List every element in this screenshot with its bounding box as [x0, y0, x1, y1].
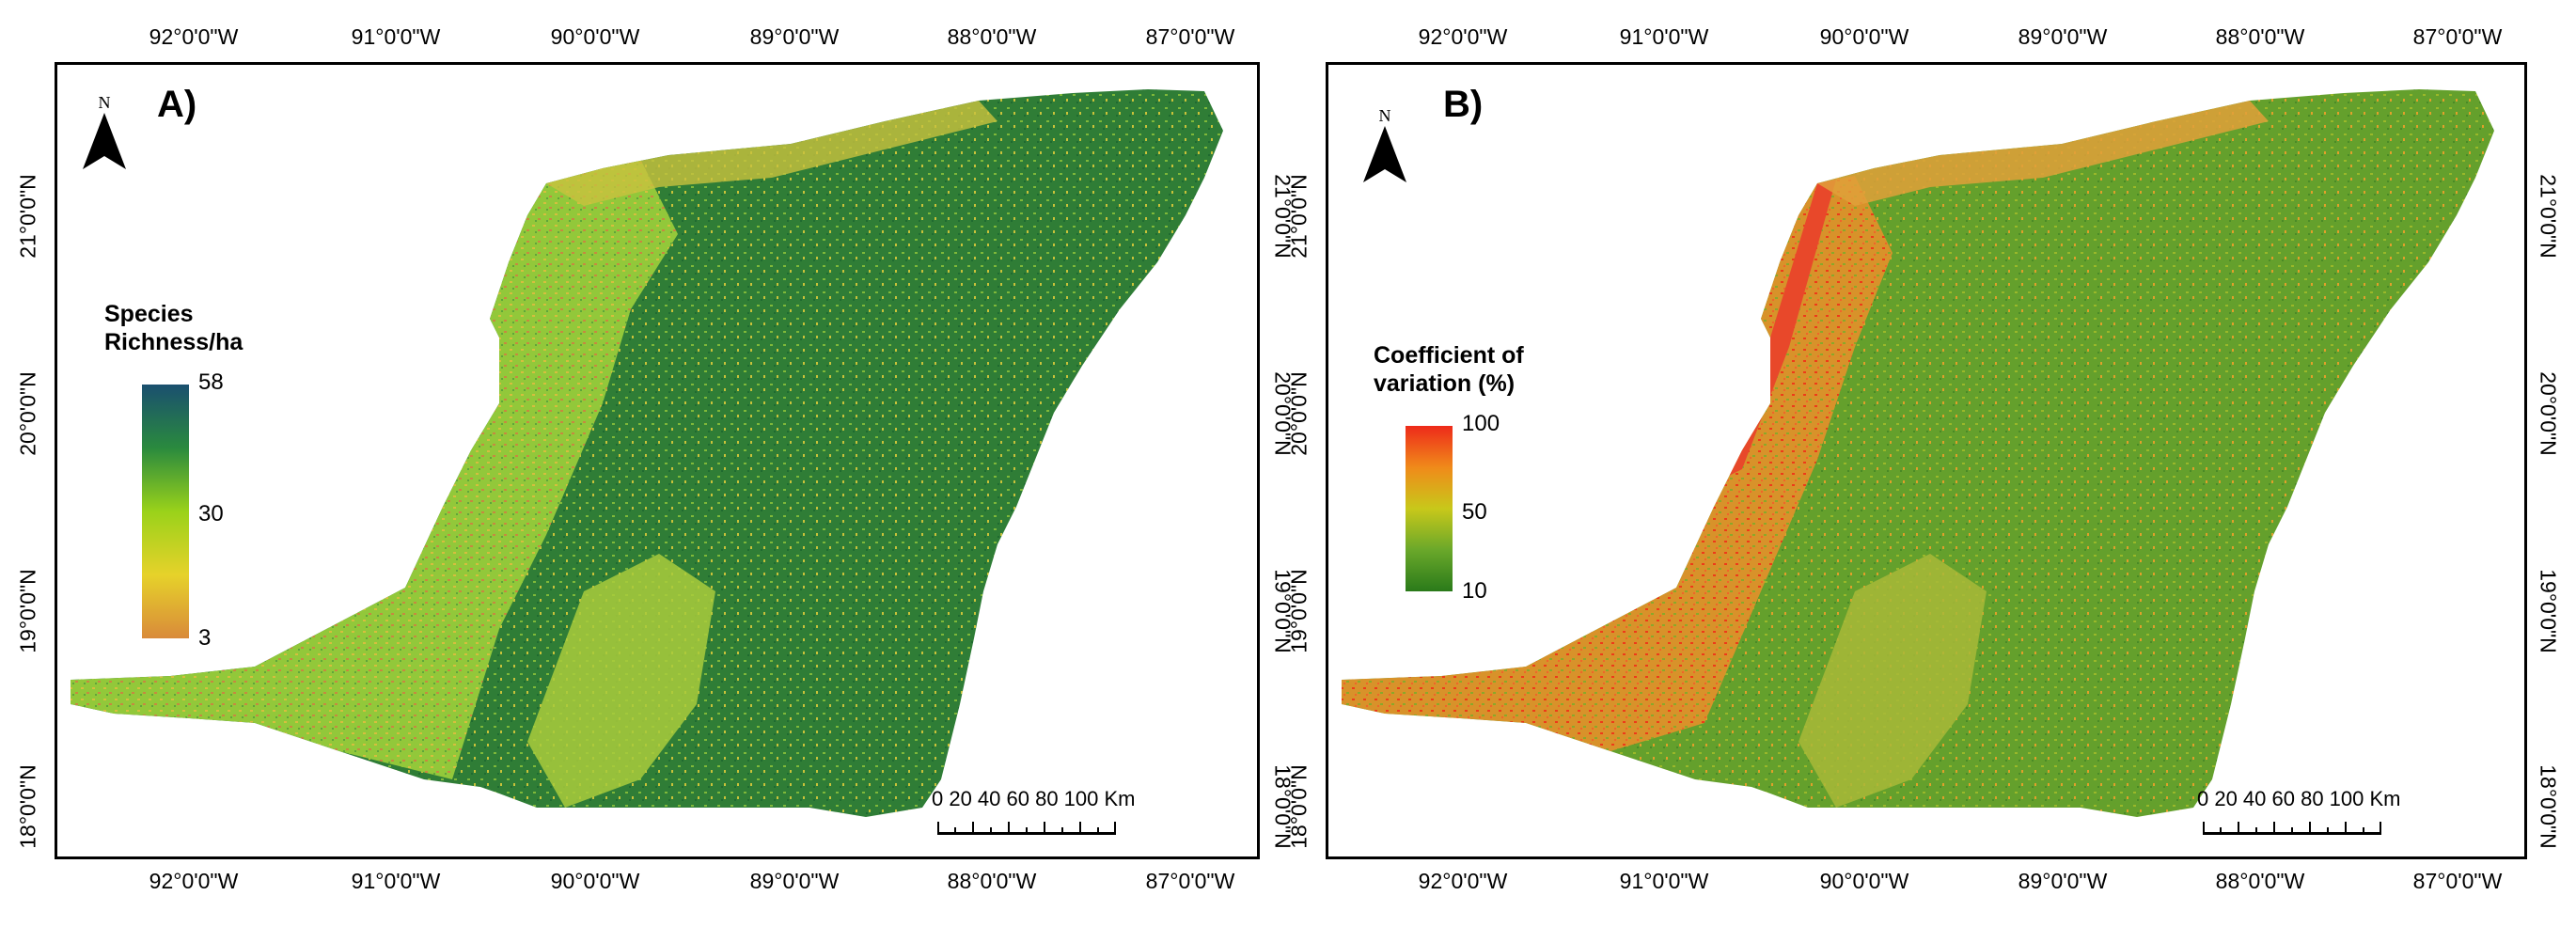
- left-lat-label-a-1: 20°0'0"N: [15, 371, 40, 456]
- legend-max-a: 58: [198, 369, 224, 395]
- north-arrow-icon: [1363, 126, 1406, 182]
- top-lon-label-b-5: 87°0'0"W: [2412, 24, 2503, 49]
- left-lat-label-b-3: 18°0'0"N: [1286, 764, 1312, 849]
- right-lat-label-b-2: 19°0'0"N: [2536, 569, 2561, 653]
- top-lon-label-a-4: 88°0'0"W: [947, 24, 1037, 49]
- north-arrow-b: N: [1357, 106, 1413, 187]
- legend-color-bar-a: [142, 385, 189, 638]
- coefficient-of-variation-map: [1342, 89, 2494, 817]
- bottom-lon-label-b-5: 87°0'0"W: [2412, 869, 2503, 893]
- legend-title-line1: Species: [104, 301, 194, 327]
- left-lat-label-a-3: 18°0'0"N: [15, 764, 40, 849]
- north-letter: N: [1378, 106, 1391, 125]
- scale-bar-b: [2203, 819, 2381, 835]
- legend-min-b: 10: [1462, 578, 1487, 604]
- legend-mid-a: 30: [198, 501, 224, 526]
- legend-title-b: Coefficient of variation (%): [1374, 341, 1524, 398]
- legend-title-line2: variation (%): [1374, 370, 1516, 397]
- right-lat-label-b-1: 20°0'0"N: [2536, 371, 2561, 456]
- bottom-lon-label-b-0: 92°0'0"W: [1418, 869, 1508, 893]
- map-b-east-peninsula: [2316, 591, 2363, 761]
- right-lat-label-b-3: 18°0'0"N: [2536, 764, 2561, 849]
- north-arrow-icon: [83, 113, 126, 169]
- bottom-lon-label-b-2: 90°0'0"W: [1819, 869, 1909, 893]
- legend-title-line2: Richness/ha: [104, 329, 243, 355]
- map-a-bay: [1026, 516, 1092, 591]
- map-a-west-region: [71, 159, 678, 779]
- bottom-lon-label-a-2: 90°0'0"W: [550, 869, 640, 893]
- right-lat-label-b-0: 21°0'0"N: [2536, 174, 2561, 259]
- map-b-bay: [2297, 516, 2363, 591]
- legend-min-a: 3: [198, 625, 212, 651]
- north-arrow-a: N: [76, 93, 133, 174]
- panel-label-b: B): [1443, 84, 1484, 125]
- bottom-lon-label-b-4: 88°0'0"W: [2215, 869, 2305, 893]
- left-lat-label-b-0: 21°0'0"N: [1286, 174, 1312, 259]
- panel-label-a: A): [157, 84, 197, 125]
- top-lon-label-a-2: 90°0'0"W: [550, 24, 640, 49]
- left-lat-label-b-2: 19°0'0"N: [1286, 569, 1312, 653]
- map-panel-b: B) N Coefficient of variation (%) 100 50…: [1326, 62, 2527, 859]
- scale-bar-a: [937, 819, 1116, 835]
- scale-labels-a: 0 20 40 60 80 100 Km: [932, 787, 1136, 810]
- map-a-north-coast: [546, 101, 997, 206]
- legend-title-line1: Coefficient of: [1374, 342, 1524, 369]
- left-lat-label-a-2: 19°0'0"N: [15, 569, 40, 653]
- bottom-lon-label-a-1: 91°0'0"W: [351, 869, 441, 893]
- top-lon-label-a-5: 87°0'0"W: [1145, 24, 1235, 49]
- top-lon-label-a-3: 89°0'0"W: [749, 24, 840, 49]
- map-b-north-coast: [1817, 101, 2269, 206]
- map-b-west-region: [1342, 176, 1893, 751]
- map-panel-a: A) N Species Richness/ha 58 30 3 0 20 40…: [55, 62, 1260, 859]
- map-b-south-region: [1798, 554, 1987, 808]
- bottom-lon-label-b-3: 89°0'0"W: [2018, 869, 2108, 893]
- species-richness-map: [71, 89, 1223, 817]
- map-a-east-peninsula: [1045, 591, 1092, 761]
- top-lon-label-b-2: 90°0'0"W: [1819, 24, 1909, 49]
- top-lon-label-a-0: 92°0'0"W: [149, 24, 239, 49]
- bottom-lon-label-a-0: 92°0'0"W: [149, 869, 239, 893]
- legend-title-a: Species Richness/ha: [104, 300, 243, 356]
- left-lat-label-b-1: 20°0'0"N: [1286, 371, 1312, 456]
- bottom-lon-label-a-3: 89°0'0"W: [749, 869, 840, 893]
- legend-max-b: 100: [1462, 411, 1500, 436]
- top-lon-label-b-4: 88°0'0"W: [2215, 24, 2305, 49]
- bottom-lon-label-a-4: 88°0'0"W: [947, 869, 1037, 893]
- scale-labels-b: 0 20 40 60 80 100 Km: [2197, 787, 2401, 810]
- top-lon-label-a-1: 91°0'0"W: [351, 24, 441, 49]
- bottom-lon-label-b-1: 91°0'0"W: [1619, 869, 1709, 893]
- top-lon-label-b-3: 89°0'0"W: [2018, 24, 2108, 49]
- top-lon-label-b-1: 91°0'0"W: [1619, 24, 1709, 49]
- legend-color-bar-b: [1406, 426, 1453, 591]
- north-letter: N: [98, 93, 111, 112]
- left-lat-label-a-0: 21°0'0"N: [15, 174, 40, 259]
- top-lon-label-b-0: 92°0'0"W: [1418, 24, 1508, 49]
- legend-mid-b: 50: [1462, 499, 1487, 525]
- bottom-lon-label-a-5: 87°0'0"W: [1145, 869, 1235, 893]
- map-a-south-region: [527, 554, 715, 808]
